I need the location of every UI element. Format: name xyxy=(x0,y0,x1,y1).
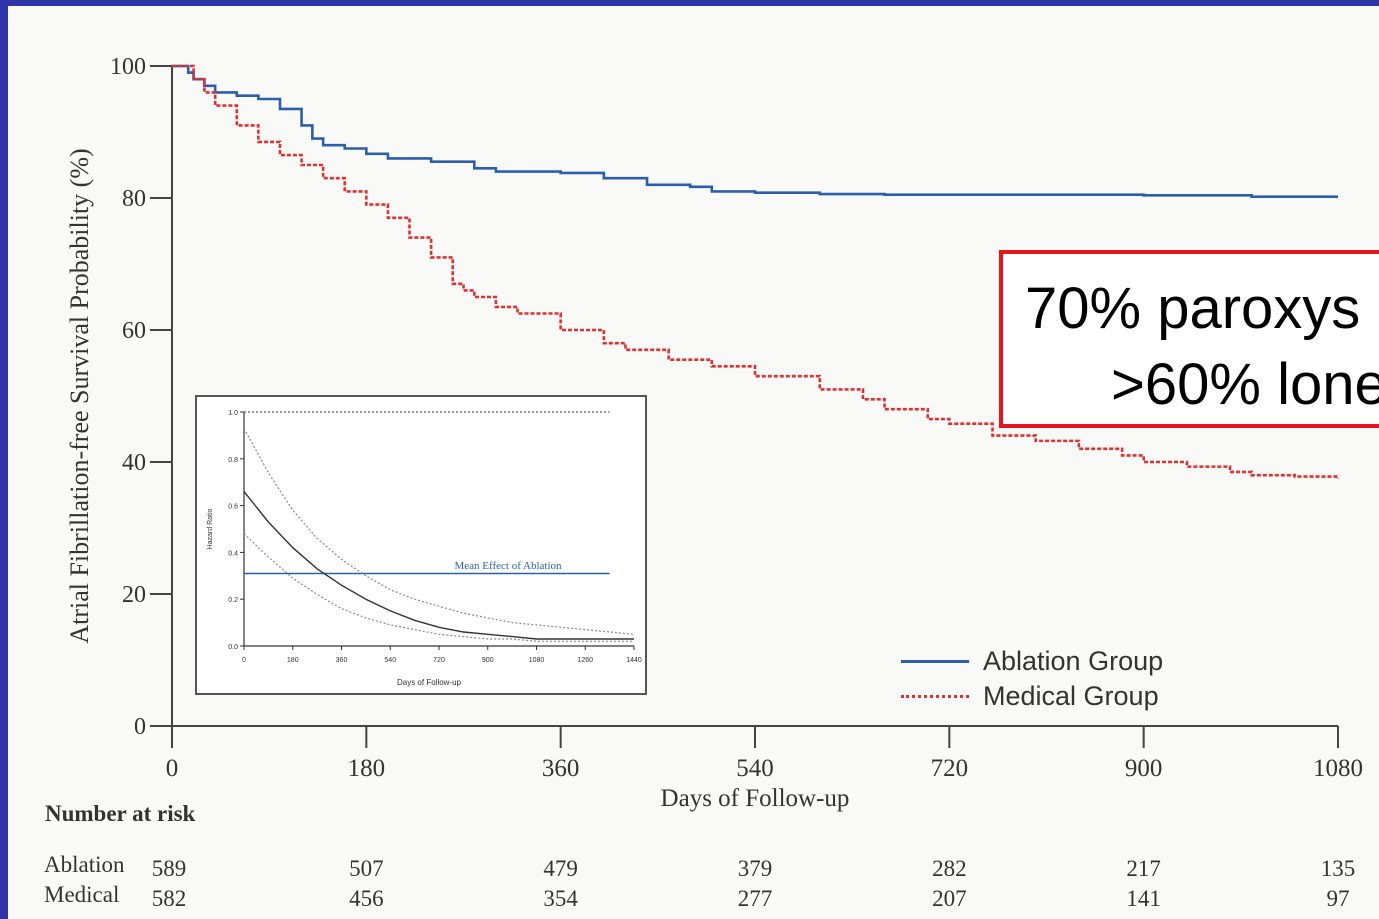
callout-box: 70% paroxys >60% lone xyxy=(999,250,1379,428)
legend-label-ablation: Ablation Group xyxy=(983,646,1164,676)
x-tick-label: 720 xyxy=(931,755,969,782)
inset-x-tick-label: 1440 xyxy=(626,657,642,664)
inset-x-tick-label: 900 xyxy=(482,657,494,664)
legend-label-medical: Medical Group xyxy=(983,681,1159,711)
inset-hazard-chart: 0.0 0.2 0.4 0.6 0.8 1.0 0 180 360 540 720 900 1080 12… xyxy=(195,395,647,695)
inset-x-tick-label: 1080 xyxy=(529,657,545,664)
series-line-ablation xyxy=(172,64,1338,198)
inset-upper-ci-curve xyxy=(243,428,635,635)
inset-x-tick-label: 180 xyxy=(287,657,299,664)
inset-x-tick-label: 720 xyxy=(433,657,445,664)
series-line-medical xyxy=(172,64,1340,479)
inset-x-tick-label: 1260 xyxy=(577,657,593,664)
inset-y-tick-label: 1.0 xyxy=(228,410,238,417)
legend-swatch-ablation xyxy=(901,660,969,663)
inset-y-tick-label: 0.8 xyxy=(228,457,238,464)
legend-item-ablation: Ablation Group xyxy=(901,644,1163,679)
slide-frame: 0 20 40 60 80 100 0 180 360 540 720 900 1080 Days of … xyxy=(8,6,1379,919)
x-tick-label: 180 xyxy=(348,755,386,782)
inset-x-tick-label: 540 xyxy=(384,657,396,664)
legend-swatch-medical xyxy=(901,695,969,698)
x-tick-label: 900 xyxy=(1125,755,1163,782)
y-axis-label: Atrial Fibrillation-free Survival Probab… xyxy=(65,148,94,643)
y-tick-label: 100 xyxy=(110,54,146,80)
x-tick-label: 540 xyxy=(736,755,774,782)
inset-y-tick-label: 0.4 xyxy=(228,550,238,557)
inset-x-tick-label: 360 xyxy=(336,657,348,664)
survival-chart: 0 20 40 60 80 100 0 180 360 540 720 900 1080 Days of … xyxy=(65,54,1363,812)
inset-hazard-curve xyxy=(243,491,634,640)
x-tick-label: 1080 xyxy=(1313,755,1363,782)
x-tick-label: 0 xyxy=(166,755,179,782)
y-tick-label: 0 xyxy=(134,714,146,740)
y-tick-label: 60 xyxy=(122,318,146,344)
inset-y-tick-label: 0.0 xyxy=(228,644,238,651)
y-tick-label: 80 xyxy=(122,186,146,212)
inset-x-axis-label: Days of Follow-up xyxy=(397,678,462,687)
inset-lower-ci-curve xyxy=(243,533,634,642)
y-tick-label: 40 xyxy=(122,450,146,476)
legend-item-medical: Medical Group xyxy=(901,679,1163,714)
y-tick-label: 20 xyxy=(122,582,146,608)
x-axis-label: Days of Follow-up xyxy=(661,785,850,812)
inset-frame xyxy=(195,395,647,695)
callout-line-2: >60% lone xyxy=(1111,352,1379,417)
inset-y-tick-label: 0.6 xyxy=(228,504,238,511)
inset-y-axis-label: Hazard Ratio xyxy=(207,508,214,549)
inset-x-tick-label: 0 xyxy=(242,657,246,664)
legend: Ablation Group Medical Group xyxy=(901,644,1163,714)
inset-y-tick-label: 0.2 xyxy=(228,597,238,604)
callout-line-1: 70% paroxys xyxy=(1025,276,1361,341)
inset-annotation: Mean Effect of Ablation xyxy=(454,560,562,572)
x-tick-label: 360 xyxy=(542,755,580,782)
